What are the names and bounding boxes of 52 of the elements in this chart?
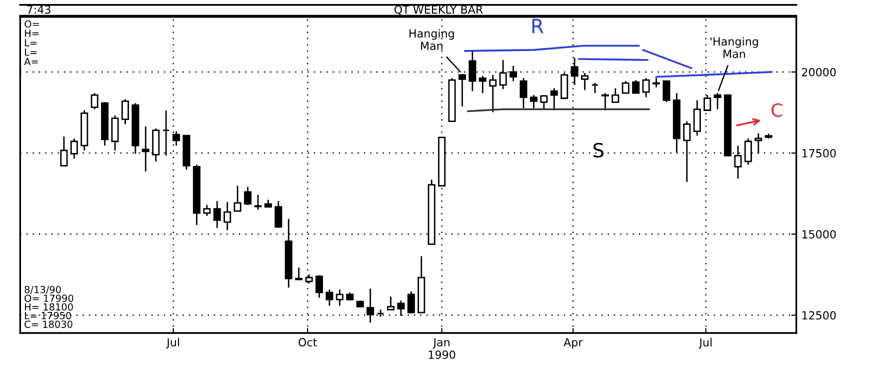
candlestick	[662, 80, 670, 103]
candlestick	[591, 82, 599, 94]
candlestick	[520, 77, 528, 110]
candlestick	[632, 79, 640, 94]
annotation: R	[532, 18, 544, 34]
y-tick-label: 20000	[802, 68, 836, 76]
annotation: Hanging Man	[410, 29, 454, 50]
candlestick	[652, 77, 660, 88]
candlestick	[274, 200, 282, 229]
candlestick	[336, 288, 344, 306]
candlestick	[642, 77, 650, 98]
x-tick-label: Jan 1990	[428, 338, 456, 359]
candlestick	[224, 201, 232, 231]
candlestick	[581, 72, 589, 91]
y-tick-label: 17500	[802, 149, 836, 158]
candlestick	[478, 75, 486, 94]
candlestick	[203, 204, 211, 217]
candlestick	[111, 114, 119, 152]
annotation: S	[593, 142, 604, 158]
candlestick	[693, 100, 701, 136]
y-tick-label: 15000	[802, 230, 836, 238]
candlestick	[295, 266, 303, 280]
annotation: C	[772, 103, 782, 117]
x-tick-label: Jul	[698, 338, 712, 349]
candlestick	[213, 200, 221, 229]
x-tick-label: Oct	[298, 338, 317, 346]
candlestick	[326, 288, 334, 306]
x-tick-label: Apr	[564, 338, 583, 349]
candlestick	[90, 92, 98, 110]
chart-title: QT WEEKLY BAR	[394, 5, 483, 15]
annotation: 8/13/90 O= 17990 H= 18100 L= 17950 C= 18030	[24, 286, 74, 328]
candlestick	[612, 88, 620, 103]
candlestick	[489, 74, 497, 113]
annotation: O= H= L= L= A=	[24, 20, 39, 66]
x-tick-label: Jul	[166, 338, 180, 349]
candlestick	[754, 132, 762, 154]
y-tick-label: 12500	[802, 311, 836, 320]
candlestick	[540, 94, 548, 110]
candlestick	[121, 98, 129, 125]
candlestick	[244, 186, 252, 206]
candlestick	[254, 194, 262, 210]
text: 7:43	[27, 5, 50, 14]
candlestick	[714, 92, 722, 110]
candlestick	[315, 274, 324, 298]
candlestick	[142, 126, 150, 172]
candlestick	[234, 185, 242, 212]
candlestick	[622, 80, 630, 94]
annotation: 'Hanging Man	[710, 37, 758, 58]
candlestick	[530, 94, 538, 110]
candlestick	[601, 92, 609, 111]
candlestick	[550, 88, 558, 111]
candlestick	[386, 296, 394, 310]
